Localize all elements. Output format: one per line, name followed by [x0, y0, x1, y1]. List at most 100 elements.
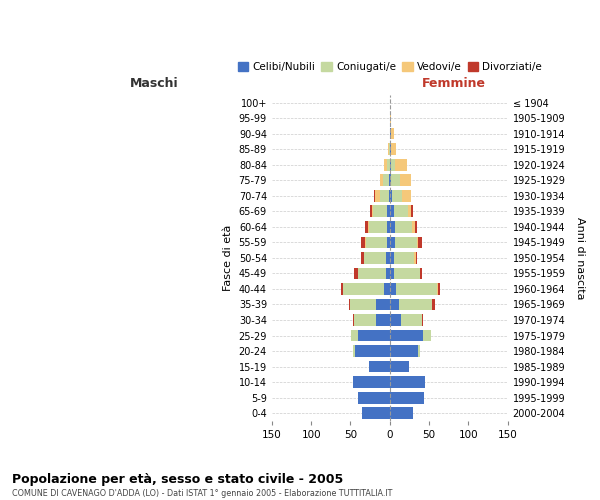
- Legend: Celibi/Nubili, Coniugati/e, Vedovi/e, Divorziati/e: Celibi/Nubili, Coniugati/e, Vedovi/e, Di…: [233, 58, 546, 76]
- Bar: [416, 236, 418, 248]
- Bar: [386, 221, 390, 232]
- Bar: [390, 268, 394, 280]
- Bar: [395, 221, 412, 232]
- Bar: [376, 314, 390, 326]
- Bar: [361, 252, 364, 264]
- Bar: [390, 298, 399, 310]
- Bar: [350, 298, 376, 310]
- Text: Maschi: Maschi: [130, 77, 178, 90]
- Bar: [390, 236, 395, 248]
- Bar: [414, 252, 416, 264]
- Bar: [390, 330, 423, 342]
- Bar: [351, 330, 358, 342]
- Bar: [437, 283, 438, 295]
- Bar: [423, 330, 431, 342]
- Bar: [353, 314, 376, 326]
- Bar: [420, 268, 421, 280]
- Bar: [390, 206, 394, 217]
- Bar: [370, 361, 390, 372]
- Bar: [400, 174, 411, 186]
- Bar: [353, 376, 390, 388]
- Bar: [411, 206, 413, 217]
- Bar: [355, 346, 390, 357]
- Bar: [416, 252, 418, 264]
- Bar: [390, 174, 391, 186]
- Bar: [401, 190, 411, 202]
- Bar: [395, 159, 407, 170]
- Y-axis label: Fasce di età: Fasce di età: [223, 224, 233, 291]
- Bar: [418, 236, 422, 248]
- Bar: [364, 252, 386, 264]
- Bar: [415, 221, 416, 232]
- Bar: [399, 298, 432, 310]
- Bar: [391, 144, 396, 155]
- Text: Femmine: Femmine: [422, 77, 485, 90]
- Bar: [353, 346, 355, 357]
- Bar: [389, 174, 390, 186]
- Bar: [391, 128, 394, 140]
- Bar: [372, 206, 373, 217]
- Bar: [380, 190, 389, 202]
- Bar: [412, 221, 415, 232]
- Bar: [349, 298, 350, 310]
- Bar: [391, 174, 400, 186]
- Bar: [366, 236, 386, 248]
- Bar: [390, 190, 392, 202]
- Bar: [390, 128, 391, 140]
- Bar: [391, 159, 395, 170]
- Bar: [390, 159, 391, 170]
- Bar: [390, 346, 418, 357]
- Bar: [386, 252, 390, 264]
- Bar: [388, 144, 389, 155]
- Bar: [390, 314, 401, 326]
- Bar: [390, 408, 413, 419]
- Bar: [353, 268, 358, 280]
- Bar: [396, 283, 437, 295]
- Bar: [358, 268, 386, 280]
- Bar: [386, 268, 390, 280]
- Bar: [383, 174, 389, 186]
- Bar: [385, 283, 390, 295]
- Y-axis label: Anni di nascita: Anni di nascita: [575, 216, 585, 299]
- Bar: [389, 190, 390, 202]
- Bar: [375, 190, 380, 202]
- Bar: [365, 236, 366, 248]
- Bar: [370, 206, 372, 217]
- Bar: [389, 144, 390, 155]
- Bar: [380, 174, 383, 186]
- Bar: [394, 252, 414, 264]
- Bar: [390, 376, 425, 388]
- Bar: [390, 392, 424, 404]
- Bar: [343, 283, 385, 295]
- Bar: [394, 206, 408, 217]
- Bar: [388, 206, 390, 217]
- Bar: [373, 206, 388, 217]
- Bar: [370, 221, 386, 232]
- Bar: [408, 206, 411, 217]
- Bar: [361, 236, 365, 248]
- Bar: [401, 314, 422, 326]
- Bar: [376, 298, 390, 310]
- Bar: [390, 221, 395, 232]
- Bar: [394, 268, 420, 280]
- Bar: [365, 221, 368, 232]
- Bar: [368, 221, 370, 232]
- Bar: [386, 236, 390, 248]
- Text: COMUNE DI CAVENAGO D'ADDA (LO) - Dati ISTAT 1° gennaio 2005 - Elaborazione TUTTI: COMUNE DI CAVENAGO D'ADDA (LO) - Dati IS…: [12, 489, 392, 498]
- Text: Popolazione per età, sesso e stato civile - 2005: Popolazione per età, sesso e stato civil…: [12, 472, 343, 486]
- Bar: [390, 283, 396, 295]
- Bar: [392, 190, 401, 202]
- Bar: [358, 392, 390, 404]
- Bar: [390, 112, 391, 124]
- Bar: [362, 408, 390, 419]
- Bar: [438, 283, 440, 295]
- Bar: [421, 268, 422, 280]
- Bar: [374, 190, 375, 202]
- Bar: [386, 159, 390, 170]
- Bar: [390, 252, 394, 264]
- Bar: [390, 361, 409, 372]
- Bar: [432, 298, 436, 310]
- Bar: [341, 283, 343, 295]
- Bar: [358, 330, 390, 342]
- Bar: [418, 346, 421, 357]
